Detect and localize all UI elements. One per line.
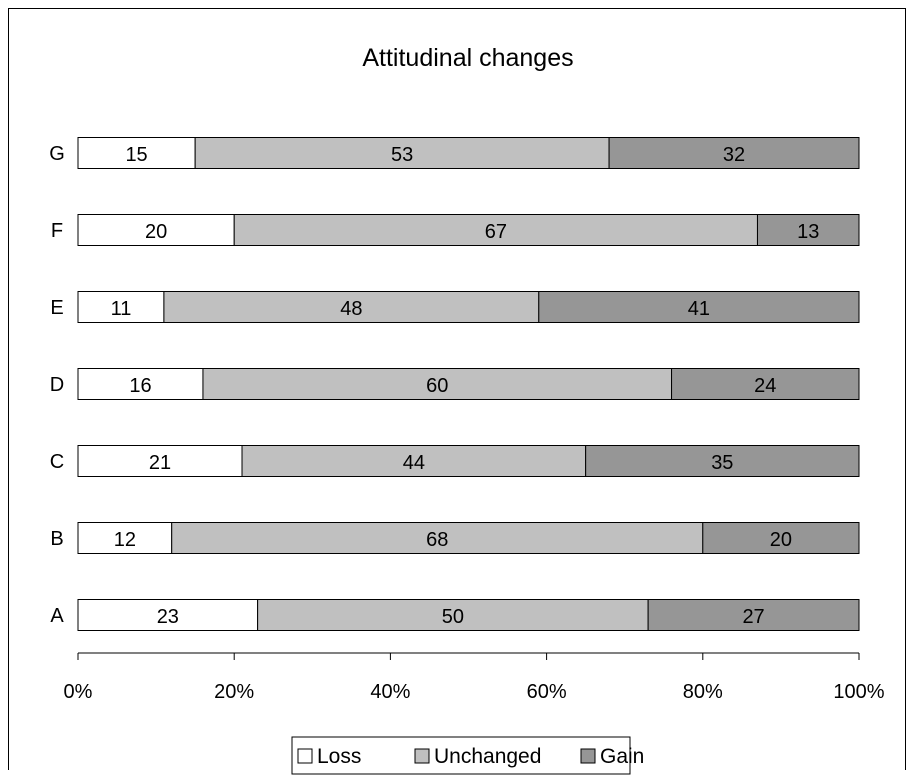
- legend: Loss Unchanged Gain: [291, 736, 644, 775]
- bar-segment-unchanged-g: [194, 137, 610, 169]
- x-tick-label: 80%: [683, 681, 723, 703]
- data-label-gain-g: 32: [723, 144, 745, 166]
- bar-segment-gain-d: [671, 368, 860, 400]
- bar-segment-loss-g: [77, 137, 196, 169]
- data-label-unchanged-c: 44: [403, 452, 425, 474]
- legend-box: [291, 736, 631, 775]
- data-label-loss-c: 21: [149, 452, 171, 474]
- category-label-e: E: [50, 297, 63, 319]
- data-label-loss-g: 15: [125, 144, 147, 166]
- legend-label-gain: Gain: [600, 745, 644, 768]
- category-label-f: F: [51, 220, 63, 242]
- legend-swatch-unchanged: [414, 748, 430, 764]
- data-label-gain-d: 24: [754, 375, 776, 397]
- data-label-unchanged-a: 50: [442, 606, 464, 628]
- data-label-loss-e: 11: [111, 298, 132, 320]
- data-label-unchanged-d: 60: [426, 375, 448, 397]
- data-label-unchanged-f: 67: [485, 221, 507, 243]
- x-tick-label: 60%: [527, 681, 567, 703]
- x-tick-label: 20%: [214, 681, 254, 703]
- category-label-d: D: [50, 374, 64, 396]
- legend-swatch-loss: [297, 748, 313, 764]
- legend-label-unchanged: Unchanged: [434, 745, 541, 768]
- bars-group: A 23 50 27 B 12 68 20 C 21 44 35 D 16 60 24 E 11 48 41 F 20 67…: [49, 137, 860, 631]
- bar-segment-gain-c: [585, 445, 860, 477]
- data-label-loss-d: 16: [129, 375, 151, 397]
- bar-segment-gain-b: [702, 522, 860, 554]
- bar-segment-gain-a: [647, 599, 860, 631]
- bar-segment-gain-f: [756, 214, 860, 246]
- bar-segment-unchanged-e: [163, 291, 540, 323]
- chart-title: Attitudinal changes: [362, 44, 573, 72]
- bar-segment-loss-b: [77, 522, 173, 554]
- category-label-c: C: [50, 451, 64, 473]
- bar-segment-unchanged-a: [257, 599, 649, 631]
- bar-segment-loss-e: [77, 291, 165, 323]
- category-label-b: B: [50, 528, 63, 550]
- legend-swatch-gain: [580, 748, 596, 764]
- data-label-gain-b: 20: [770, 529, 792, 551]
- x-tick-label: 40%: [370, 681, 410, 703]
- x-axis: 0% 20% 40% 60% 80% 100%: [64, 652, 885, 703]
- x-tick-label: 0%: [64, 681, 93, 703]
- bar-segment-unchanged-b: [171, 522, 704, 554]
- category-label-a: A: [50, 605, 64, 627]
- data-label-loss-a: 23: [157, 606, 179, 628]
- bar-segment-loss-d: [77, 368, 204, 400]
- data-label-gain-f: 13: [797, 221, 819, 243]
- data-label-unchanged-b: 68: [426, 529, 448, 551]
- data-label-loss-f: 20: [145, 221, 167, 243]
- data-label-unchanged-g: 53: [391, 144, 413, 166]
- data-label-gain-a: 27: [742, 606, 764, 628]
- x-tick-label: 100%: [833, 681, 884, 703]
- legend-label-loss: Loss: [317, 745, 361, 768]
- category-label-g: G: [49, 143, 65, 165]
- data-label-gain-e: 41: [688, 298, 710, 320]
- bar-segment-unchanged-d: [202, 368, 673, 400]
- data-label-gain-c: 35: [711, 452, 733, 474]
- data-label-unchanged-e: 48: [340, 298, 362, 320]
- bar-segment-gain-e: [538, 291, 860, 323]
- bar-segment-loss-a: [77, 599, 259, 631]
- bar-segment-gain-g: [608, 137, 860, 169]
- data-label-loss-b: 12: [114, 529, 136, 551]
